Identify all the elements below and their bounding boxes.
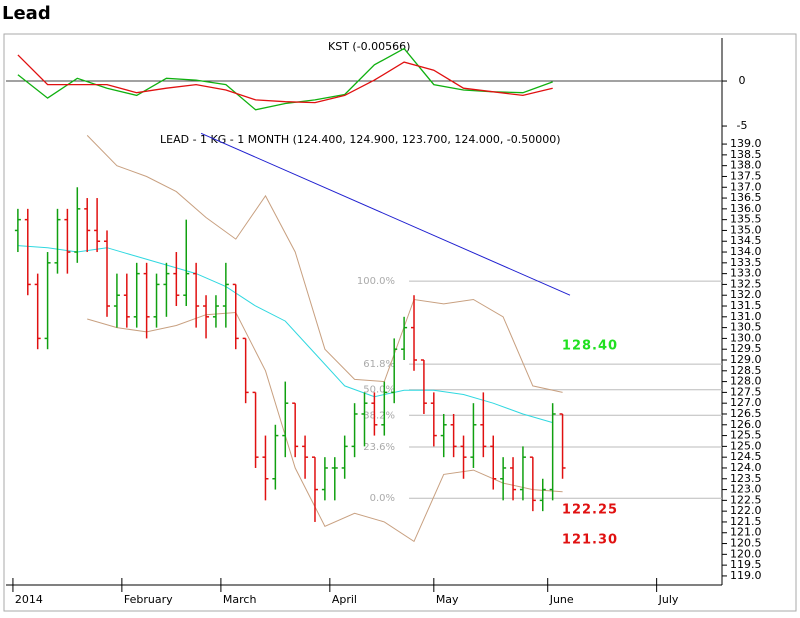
y-tick-label: 125.0	[730, 439, 762, 452]
fib-label: 0.0%	[370, 493, 395, 504]
x-tick-label: June	[549, 593, 574, 606]
x-tick-label: April	[332, 593, 357, 606]
y-tick-label: 126.5	[730, 407, 762, 420]
y-tick-label: 123.0	[730, 483, 762, 496]
y-tick-label: 119.5	[730, 558, 762, 571]
y-tick-label: -5	[737, 119, 748, 132]
y-tick-label: 137.0	[730, 180, 762, 193]
x-tick-label: May	[436, 593, 459, 606]
y-tick-label: 135.5	[730, 213, 762, 226]
page-title: Lead	[2, 3, 51, 24]
kst-title: KST (-0.00566)	[328, 40, 410, 53]
x-tick-label: July	[658, 593, 679, 606]
annotation: 121.30	[562, 533, 618, 548]
kst-line	[17, 54, 553, 104]
price-title: LEAD - 1 KG - 1 MONTH (124.400, 124.900,…	[160, 133, 561, 146]
fib-label: 100.0%	[357, 276, 395, 287]
y-tick-label: 125.5	[730, 429, 762, 442]
x-tick-label: March	[223, 593, 257, 606]
y-tick-label: 133.0	[730, 267, 762, 280]
annotation: 122.25	[562, 503, 618, 518]
y-tick-label: 120.0	[730, 547, 762, 560]
y-tick-label: 122.0	[730, 504, 762, 517]
y-tick-label: 126.0	[730, 418, 762, 431]
y-tick-label: 127.0	[730, 396, 762, 409]
y-tick-label: 135.0	[730, 223, 762, 236]
y-tick-label: 127.5	[730, 385, 762, 398]
y-tick-label: 130.5	[730, 321, 762, 334]
fib-label: 50.0%	[363, 385, 395, 396]
y-tick-label: 138.5	[730, 148, 762, 161]
overlay-line	[87, 311, 563, 543]
y-tick-label: 129.0	[730, 353, 762, 366]
x-tick-label: 2014	[15, 593, 43, 606]
y-tick-label: 132.0	[730, 288, 762, 301]
fib-label: 38.2%	[363, 410, 395, 421]
fib-label: 23.6%	[363, 442, 395, 453]
y-tick-label: 128.5	[730, 364, 762, 377]
y-tick-label: 122.5	[730, 493, 762, 506]
y-tick-label: 123.5	[730, 472, 762, 485]
y-tick-label: 133.5	[730, 256, 762, 269]
y-tick-label: 137.5	[730, 169, 762, 182]
y-tick-label: 134.5	[730, 234, 762, 247]
y-tick-label: 134.0	[730, 245, 762, 258]
kst-line	[17, 47, 553, 111]
y-tick-label: 138.0	[730, 159, 762, 172]
y-tick-label: 120.5	[730, 537, 762, 550]
y-tick-label: 121.5	[730, 515, 762, 528]
y-tick-label: 0	[739, 74, 746, 87]
y-tick-label: 131.0	[730, 310, 762, 323]
y-tick-label: 129.5	[730, 342, 762, 355]
fib-label: 61.8%	[363, 359, 395, 370]
y-tick-label: 136.5	[730, 191, 762, 204]
y-tick-label: 136.0	[730, 202, 762, 215]
y-tick-label: 124.5	[730, 450, 762, 463]
y-tick-label: 119.0	[730, 569, 762, 582]
y-tick-label: 128.0	[730, 375, 762, 388]
trend-line	[200, 132, 571, 296]
y-tick-label: 124.0	[730, 461, 762, 474]
y-tick-label: 132.5	[730, 277, 762, 290]
y-tick-label: 121.0	[730, 526, 762, 539]
overlay-line	[86, 135, 563, 393]
frame	[3, 33, 797, 612]
x-tick-label: February	[124, 593, 173, 606]
annotation: 128.40	[562, 339, 618, 354]
y-tick-label: 130.0	[730, 331, 762, 344]
y-tick-label: 139.0	[730, 137, 762, 150]
y-tick-label: 131.5	[730, 299, 762, 312]
